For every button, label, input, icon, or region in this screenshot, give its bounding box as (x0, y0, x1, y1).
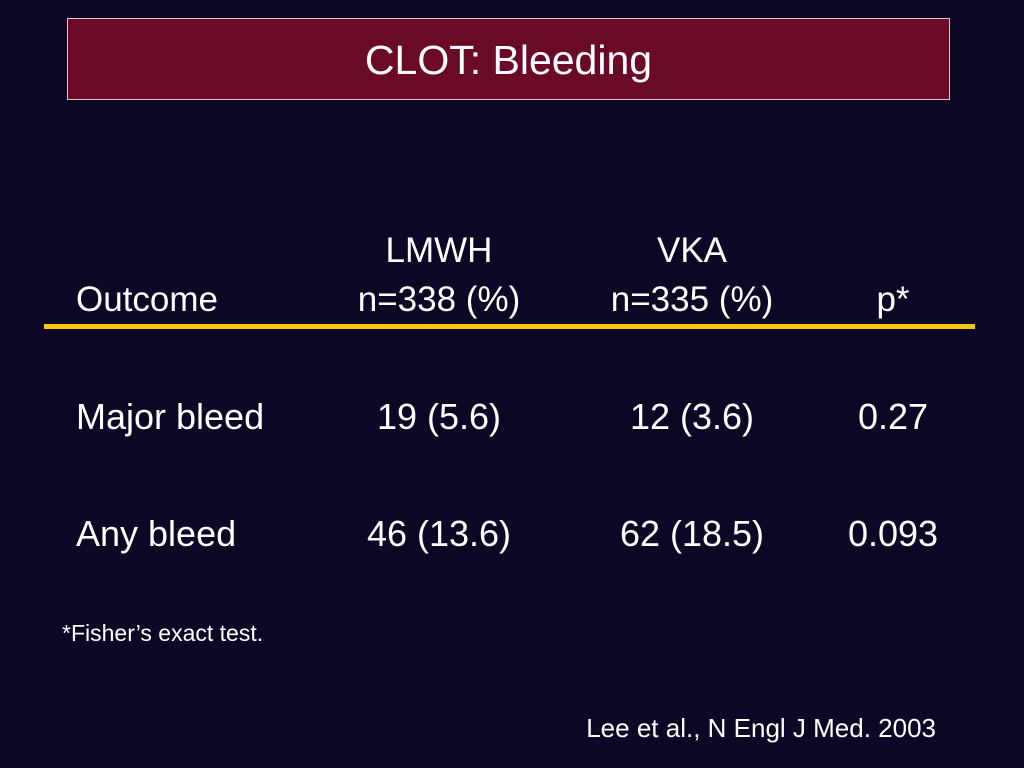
row-vka-value: 62 (18.5) (619, 513, 765, 554)
footnote: *Fisher’s exact test. (62, 620, 264, 646)
row-lmwh-value: 19 (5.6) (376, 396, 502, 437)
row-p-value: 0.27 (857, 396, 929, 437)
header-rule (44, 324, 975, 329)
slide-title: CLOT: Bleeding (364, 36, 653, 83)
header-outcome: Outcome (76, 280, 218, 319)
citation: Lee et al., N Engl J Med. 2003 (586, 713, 936, 743)
header-vka: VKA (656, 231, 728, 270)
row-lmwh-value: 46 (13.6) (366, 513, 512, 554)
row-p-value: 0.093 (847, 513, 939, 554)
header-vka-n: n=335 (%) (610, 280, 774, 319)
title-box: CLOT: Bleeding (67, 18, 950, 100)
row-outcome: Any bleed (76, 513, 237, 554)
row-vka-value: 12 (3.6) (629, 396, 755, 437)
row-outcome: Major bleed (76, 396, 265, 437)
header-p-value: p* (876, 280, 910, 319)
header-lmwh: LMWH (385, 231, 493, 270)
header-lmwh-n: n=338 (%) (357, 280, 521, 319)
